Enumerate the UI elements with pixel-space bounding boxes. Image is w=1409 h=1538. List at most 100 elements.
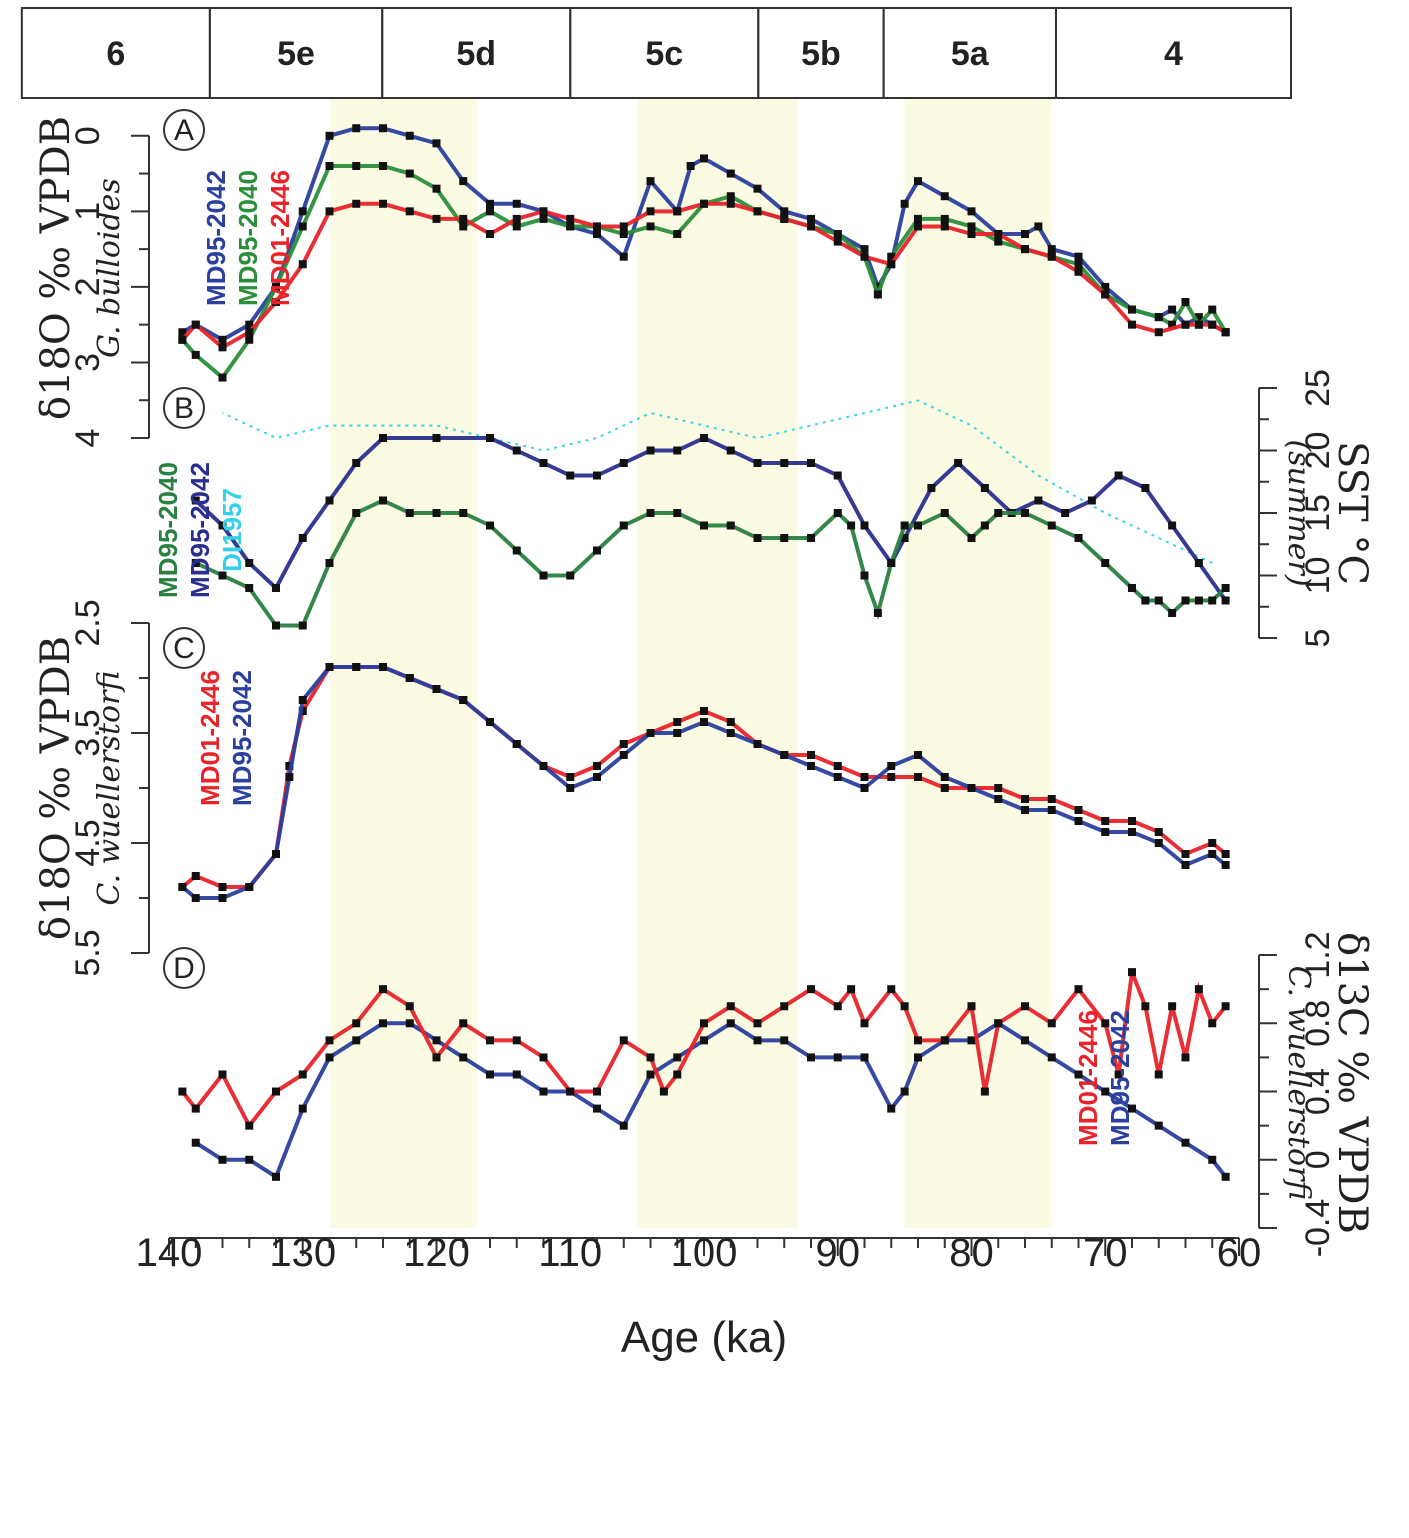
- data-point: [1074, 267, 1083, 276]
- data-point: [539, 1053, 548, 1062]
- data-point: [619, 459, 628, 467]
- data-point: [1047, 1019, 1056, 1028]
- y-tick-label: -0.4: [1299, 1199, 1337, 1258]
- data-point: [1087, 496, 1096, 505]
- data-point: [325, 131, 334, 140]
- data-point: [512, 222, 521, 231]
- data-point: [1221, 596, 1230, 605]
- data-point: [847, 985, 856, 994]
- data-point: [459, 1053, 468, 1062]
- data-point: [646, 729, 655, 737]
- data-point: [1154, 328, 1163, 337]
- data-point: [245, 559, 254, 567]
- data-point: [593, 546, 601, 555]
- data-point: [593, 230, 601, 238]
- data-point: [432, 509, 441, 517]
- data-point: [1168, 320, 1177, 329]
- data-point: [753, 534, 762, 542]
- data-point: [900, 521, 909, 530]
- data-point: [646, 1070, 655, 1079]
- data-point: [1168, 609, 1177, 617]
- data-point: [673, 729, 682, 737]
- data-point: [1047, 795, 1056, 803]
- data-point: [940, 222, 949, 231]
- data-point: [1128, 305, 1136, 314]
- data-point: [1168, 521, 1177, 530]
- data-point: [459, 1019, 468, 1028]
- data-point: [1208, 839, 1217, 847]
- stage-label-5c: 5c: [645, 35, 683, 73]
- data-point: [726, 1002, 735, 1011]
- data-point: [325, 663, 334, 671]
- data-point: [1208, 305, 1217, 314]
- data-point: [539, 207, 548, 216]
- data-point: [1034, 496, 1043, 505]
- data-point: [245, 1155, 254, 1164]
- data-point: [1021, 1036, 1029, 1045]
- stage-bar: 4 5a 5b 5c 5d 5e 6: [20, 7, 1292, 99]
- data-point: [753, 459, 762, 467]
- data-point: [807, 985, 815, 994]
- data-point: [980, 1087, 989, 1096]
- data-point: [1047, 1053, 1056, 1062]
- data-point: [619, 1036, 628, 1045]
- data-point: [1181, 850, 1190, 858]
- data-point: [566, 471, 575, 480]
- data-point: [1194, 313, 1203, 322]
- stage-band-5e: [329, 98, 477, 1228]
- data-point: [1221, 584, 1230, 592]
- panel-letter-C: C: [173, 632, 195, 665]
- x-axis-label: Age (ka): [621, 1313, 787, 1362]
- data-point: [1074, 1070, 1083, 1079]
- data-point: [1208, 850, 1217, 858]
- data-point: [405, 1002, 414, 1011]
- data-point: [833, 471, 842, 480]
- data-point: [860, 1019, 869, 1028]
- data-point: [1061, 509, 1070, 517]
- data-point: [432, 1053, 441, 1062]
- data-point: [325, 496, 334, 505]
- y-tick-label: 0: [1299, 1150, 1337, 1169]
- data-point: [325, 207, 334, 216]
- stage-label-6: 6: [106, 35, 125, 73]
- data-point: [512, 214, 521, 223]
- data-point: [298, 696, 307, 704]
- data-point: [807, 1053, 815, 1062]
- data-point: [405, 509, 414, 517]
- data-point: [994, 1019, 1003, 1028]
- data-point: [954, 459, 963, 467]
- data-point: [593, 1087, 601, 1096]
- data-point: [673, 1070, 682, 1079]
- data-point: [432, 685, 441, 693]
- data-point: [1074, 534, 1083, 542]
- data-point: [980, 521, 989, 530]
- data-point: [914, 1036, 922, 1045]
- data-point: [486, 207, 494, 216]
- data-point: [298, 534, 307, 542]
- legend-B-DI1957: DI1957: [217, 488, 247, 572]
- data-point: [432, 184, 441, 193]
- data-point: [873, 290, 882, 299]
- data-point: [1181, 1138, 1190, 1147]
- data-point: [1114, 471, 1123, 480]
- data-point: [807, 214, 815, 223]
- x-tick-label: 70: [1083, 1231, 1128, 1275]
- data-point: [405, 169, 414, 178]
- y-axis-sublabel-C: C. wuellerstorfi: [92, 671, 127, 906]
- data-point: [726, 192, 735, 201]
- data-point: [1034, 222, 1043, 231]
- y-tick-label: 0.4: [1299, 1068, 1337, 1115]
- data-point: [1154, 839, 1163, 847]
- data-point: [700, 434, 708, 442]
- data-point: [539, 762, 548, 770]
- y-tick-label: 5: [1299, 629, 1337, 648]
- data-point: [1101, 290, 1110, 299]
- series-line-B-MD95-2042: [194, 435, 1228, 602]
- data-point: [566, 1087, 575, 1096]
- data-point: [927, 484, 936, 492]
- data-point: [1128, 828, 1136, 836]
- data-point: [726, 718, 735, 726]
- data-point: [459, 222, 468, 231]
- data-point: [1221, 1172, 1230, 1181]
